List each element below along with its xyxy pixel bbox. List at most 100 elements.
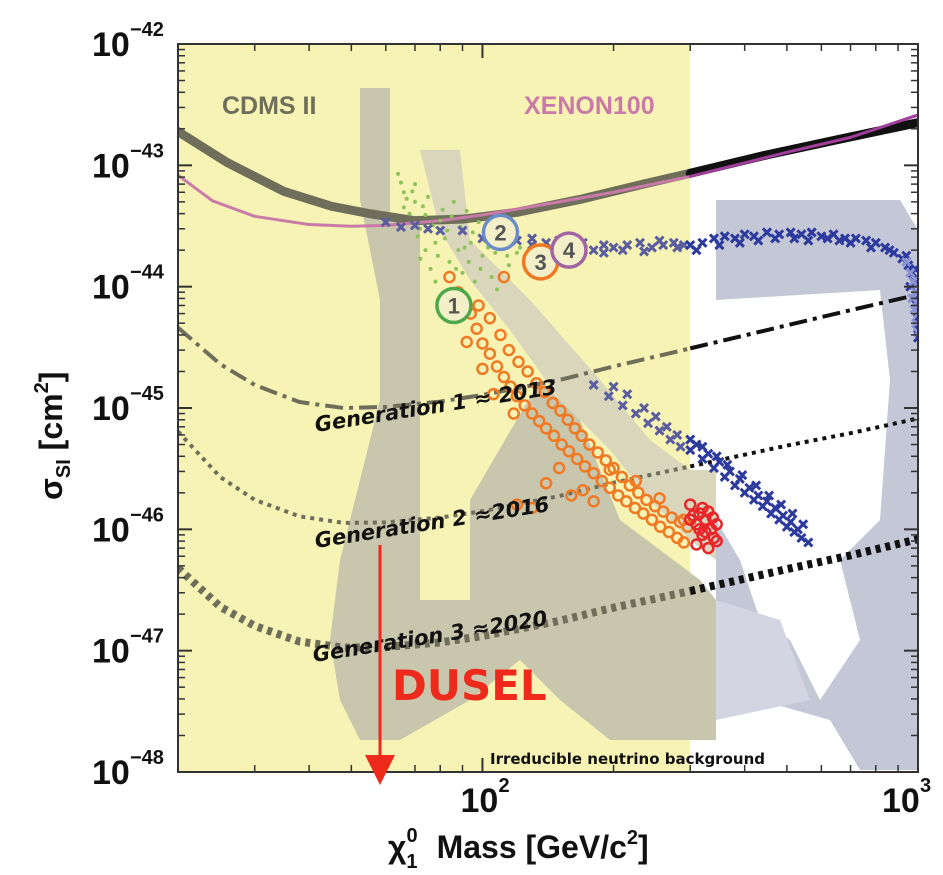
legend-cdms: CDMS II (222, 92, 316, 120)
point-g1-61 (552, 461, 566, 475)
point-g1-19 (578, 460, 592, 473)
point-g2-13 (684, 513, 697, 526)
svg-text:10: 10 (92, 269, 130, 307)
dusel-label: DUSEL (392, 661, 547, 710)
point-g4-70 (778, 510, 789, 521)
point-g0-38 (445, 228, 450, 233)
svg-text:2: 2 (494, 220, 506, 245)
point-g1-52 (640, 493, 653, 507)
point-g4-73 (685, 434, 696, 445)
point-g5-1 (905, 267, 916, 278)
benchmark-4: 4 (550, 231, 588, 269)
point-g0-20 (412, 182, 417, 187)
point-g0-9 (442, 236, 447, 241)
svg-text:−42: −42 (130, 19, 164, 41)
svg-text:σSI [cm2]: σSI [cm2] (31, 372, 75, 500)
point-g2-14 (702, 541, 715, 555)
point-g1-28 (654, 520, 667, 534)
point-g0-10 (449, 214, 454, 219)
svg-text:4: 4 (563, 238, 576, 263)
point-g4-30 (734, 237, 745, 248)
point-g4-37 (845, 237, 856, 248)
point-g1-73 (487, 387, 500, 401)
point-g3-4 (435, 225, 446, 236)
point-g0-7 (433, 279, 438, 284)
point-g0-15 (489, 275, 494, 280)
point-g3-19 (646, 242, 658, 253)
point-g3-44 (672, 429, 683, 440)
point-g3-16 (608, 242, 619, 253)
point-g4-77 (737, 470, 748, 481)
point-g0-31 (447, 259, 452, 264)
point-g3-39 (622, 389, 633, 400)
point-g4-80 (776, 499, 787, 510)
point-g4-76 (722, 459, 733, 470)
point-g1-37 (521, 365, 534, 378)
point-g1-22 (603, 481, 616, 495)
point-g1-43 (568, 422, 582, 435)
point-g1-36 (512, 355, 525, 369)
point-g4-74 (697, 441, 708, 452)
point-g0-25 (476, 220, 481, 225)
point-g0-1 (401, 190, 406, 195)
point-g1-45 (583, 438, 596, 451)
curve-1-beyond (688, 113, 918, 178)
point-g0-51 (423, 212, 428, 217)
svg-text:−48: −48 (130, 747, 164, 769)
benchmark-1: 1 (435, 286, 473, 325)
point-g1-4 (470, 322, 483, 335)
point-g3-18 (634, 237, 646, 248)
point-g3-30 (672, 242, 683, 253)
svg-text:−45: −45 (130, 383, 164, 405)
point-g1-21 (595, 474, 609, 488)
point-g1-16 (555, 438, 568, 451)
point-g1-12 (525, 407, 539, 420)
point-g1-17 (562, 445, 576, 458)
point-g1-5 (476, 337, 489, 350)
point-g2-4 (696, 528, 709, 542)
point-g1-49 (615, 470, 629, 484)
point-g4-69 (770, 502, 781, 514)
point-g1-60 (539, 476, 553, 490)
legend-xenon: XENON100 (524, 92, 655, 120)
point-g0-53 (462, 245, 467, 250)
point-g0-6 (428, 266, 433, 271)
point-g0-0 (396, 171, 401, 176)
point-g0-49 (466, 259, 471, 264)
point-g3-31 (588, 379, 599, 390)
point-g4-64 (724, 466, 735, 477)
point-g0-17 (506, 263, 511, 268)
point-g3-28 (639, 246, 650, 257)
svg-text:−43: −43 (130, 140, 164, 162)
point-g4-5 (739, 229, 750, 240)
point-g1-51 (632, 486, 645, 500)
y-tick-1: 10 −43 (92, 140, 918, 185)
point-g4-31 (753, 235, 764, 246)
point-g0-48 (454, 266, 459, 271)
x-tick-1: 10 3 (882, 44, 931, 820)
point-g3-32 (603, 391, 614, 402)
point-g2-15 (710, 534, 723, 548)
point-g4-36 (834, 235, 845, 246)
point-g3-35 (642, 418, 654, 429)
point-g4-29 (714, 240, 725, 251)
point-g1-69 (629, 474, 643, 488)
point-g4-38 (865, 242, 877, 253)
point-g0-29 (418, 256, 423, 261)
benchmark-points: 1 2 3 4 (435, 213, 588, 325)
svg-text:−46: −46 (130, 504, 164, 526)
point-g1-7 (490, 360, 504, 373)
point-g3-29 (654, 235, 665, 246)
curve-4-beyond (689, 535, 918, 595)
x-tick-0: 10 2 (460, 44, 510, 820)
point-g1-64 (476, 362, 489, 376)
point-g0-2 (407, 211, 412, 216)
point-g1-25 (628, 501, 642, 515)
point-g1-24 (620, 495, 633, 508)
point-g0-21 (426, 194, 431, 199)
point-g3-34 (630, 408, 641, 419)
point-g1-58 (510, 498, 524, 511)
point-g0-40 (468, 240, 473, 245)
point-g1-34 (494, 328, 507, 342)
